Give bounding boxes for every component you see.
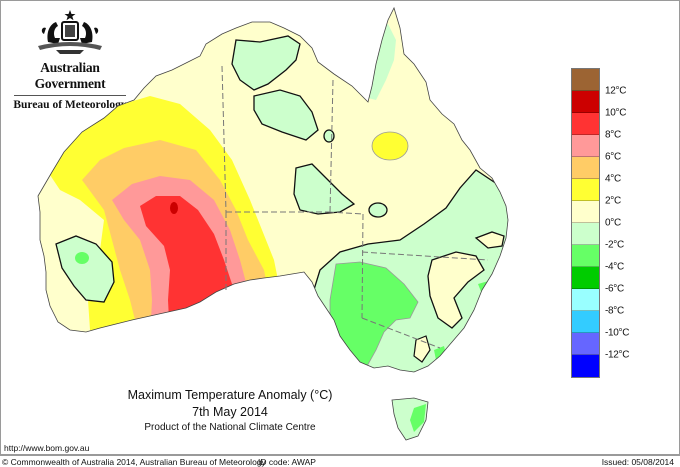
legend-band <box>572 289 599 311</box>
state-borders <box>221 65 489 349</box>
legend-label: 0°C <box>605 217 621 229</box>
map-product: Product of the National Climate Centre <box>144 422 316 433</box>
anomaly-fill <box>38 8 508 372</box>
legend-band <box>572 135 599 157</box>
copyright-text: © Commonwealth of Australia 2014, Austra… <box>2 457 266 467</box>
legend-label: -4°C <box>605 261 624 273</box>
legend-band <box>572 355 599 377</box>
logo-divider <box>14 95 126 96</box>
legend-band <box>572 69 599 91</box>
legend-band <box>572 201 599 223</box>
legend-label: 2°C <box>605 195 621 207</box>
bom-url-link[interactable]: http://www.bom.gov.au <box>4 443 90 453</box>
legend-label: 10°C <box>605 107 627 119</box>
legend-band <box>572 113 599 135</box>
id-code: ID code: AWAP <box>258 457 316 467</box>
legend-label: 8°C <box>605 129 621 141</box>
legend-label: -12°C <box>605 349 630 361</box>
legend-band <box>572 223 599 245</box>
color-legend <box>571 68 600 378</box>
legend-band <box>572 157 599 179</box>
bom-logo: Australian Government Bureau of Meteorol… <box>8 8 132 111</box>
coastline <box>37 6 509 373</box>
legend-band <box>572 267 599 289</box>
coat-of-arms-icon <box>38 10 102 54</box>
legend-label: 12°C <box>605 85 627 97</box>
legend-label: -6°C <box>605 283 624 295</box>
legend-label: -8°C <box>605 305 624 317</box>
map-title: Maximum Temperature Anomaly (°C) <box>127 388 333 402</box>
australia-anomaly-map <box>37 6 509 441</box>
legend-label: -2°C <box>605 239 624 251</box>
legend-band <box>572 333 599 355</box>
legend-band <box>572 245 599 267</box>
legend-label: -10°C <box>605 327 630 339</box>
legend-band <box>572 179 599 201</box>
map-date: 7th May 2014 <box>192 405 268 419</box>
legend-band <box>572 311 599 333</box>
government-title: Australian Government <box>34 60 106 91</box>
issued-date: Issued: 05/08/2014 <box>601 457 674 467</box>
legend-label: 6°C <box>605 151 621 163</box>
agency-name: Bureau of Meteorology <box>13 99 127 111</box>
legend-band <box>572 91 599 113</box>
legend-label: 4°C <box>605 173 621 185</box>
